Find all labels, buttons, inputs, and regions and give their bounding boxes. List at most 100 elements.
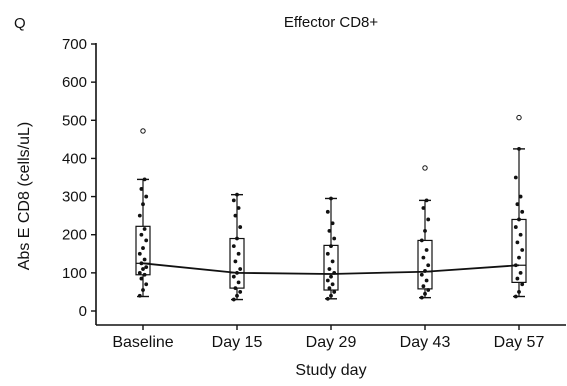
- data-point: [141, 267, 145, 271]
- data-point: [325, 251, 330, 256]
- y-tick-label: 700: [62, 36, 87, 53]
- data-point: [329, 274, 333, 279]
- data-point: [518, 194, 523, 199]
- x-tick-label: Day 15: [212, 334, 263, 351]
- data-point: [142, 227, 147, 231]
- data-point: [231, 274, 236, 279]
- data-point: [137, 213, 142, 218]
- data-point: [325, 278, 330, 283]
- data-point: [137, 270, 142, 275]
- data-point: [235, 236, 239, 241]
- data-point: [329, 293, 333, 298]
- data-point: [332, 290, 337, 294]
- data-point: [330, 221, 335, 226]
- x-tick-label: Baseline: [112, 334, 173, 351]
- data-point: [141, 246, 145, 250]
- data-point: [424, 278, 429, 283]
- data-point: [515, 276, 520, 281]
- data-point: [421, 255, 426, 260]
- x-tick-label: Day 43: [400, 334, 451, 351]
- data-point: [139, 276, 144, 281]
- outlier-point: [140, 128, 146, 134]
- data-point: [327, 229, 332, 233]
- box-5: [511, 114, 527, 299]
- data-point: [419, 295, 424, 300]
- data-point: [421, 284, 426, 289]
- y-tick-label: 300: [62, 189, 87, 206]
- data-point: [520, 209, 525, 214]
- data-point: [236, 280, 241, 285]
- box-2: [229, 192, 245, 302]
- data-point: [327, 267, 332, 271]
- data-point: [424, 248, 429, 252]
- x-tick-label: Day 57: [494, 334, 545, 351]
- data-point: [235, 293, 239, 298]
- data-point: [424, 198, 429, 203]
- data-point: [518, 232, 523, 237]
- data-point: [144, 194, 149, 199]
- y-axis-label: Abs E CD8 (cells/uL): [16, 122, 33, 271]
- data-point: [513, 175, 518, 180]
- data-point: [513, 294, 518, 299]
- y-tick-label: 600: [62, 74, 87, 91]
- y-tick-label: 200: [62, 227, 87, 244]
- data-point: [233, 213, 238, 218]
- data-point: [231, 297, 236, 302]
- data-point: [330, 259, 335, 264]
- data-point: [142, 272, 147, 277]
- data-point: [513, 225, 518, 229]
- y-tick-label: 500: [62, 112, 87, 129]
- data-point: [517, 146, 521, 151]
- data-point: [137, 293, 142, 298]
- data-point: [426, 217, 431, 222]
- data-point: [231, 198, 236, 203]
- axes: 0 100 200 300 400 500 600 700 Baseline Day 15 Day …: [62, 36, 566, 351]
- data-point: [233, 286, 238, 291]
- data-point: [144, 282, 149, 287]
- data-point: [238, 290, 243, 294]
- data-point: [236, 251, 241, 256]
- data-point: [520, 248, 525, 252]
- y-tick-label: 0: [79, 303, 87, 320]
- data-point: [144, 265, 149, 270]
- chart-title: Effector CD8+: [284, 14, 379, 31]
- data-point: [517, 217, 521, 222]
- box-iqr: [417, 239, 433, 290]
- data-point: [327, 286, 332, 291]
- data-point: [325, 209, 330, 214]
- data-point: [330, 282, 335, 287]
- data-point: [325, 296, 330, 301]
- x-axis-label: Study day: [295, 362, 366, 379]
- data-point: [329, 196, 333, 201]
- data-point: [238, 267, 243, 271]
- data-point: [419, 272, 424, 277]
- x-tick-label: Day 29: [306, 334, 357, 351]
- data-point: [139, 232, 144, 237]
- data-point: [231, 244, 236, 249]
- data-point: [520, 282, 525, 287]
- data-point: [139, 187, 144, 191]
- data-point: [515, 202, 520, 207]
- data-point: [235, 192, 239, 197]
- data-point: [233, 259, 238, 264]
- data-point: [426, 288, 431, 292]
- data-point: [515, 240, 520, 245]
- data-point: [141, 288, 145, 292]
- box-3: [323, 196, 339, 301]
- trend-line: [142, 262, 520, 275]
- data-point: [419, 238, 424, 243]
- data-point: [137, 251, 142, 256]
- data-point: [238, 225, 243, 229]
- outlier-point: [422, 165, 428, 171]
- data-point: [332, 236, 337, 241]
- plot-area: [135, 114, 527, 302]
- data-point: [426, 263, 431, 268]
- data-point: [518, 270, 523, 275]
- box-4: [417, 165, 433, 300]
- box-1: [135, 128, 151, 298]
- data-point: [517, 255, 521, 260]
- data-point: [142, 177, 147, 182]
- data-point: [517, 290, 521, 294]
- data-point: [236, 206, 241, 210]
